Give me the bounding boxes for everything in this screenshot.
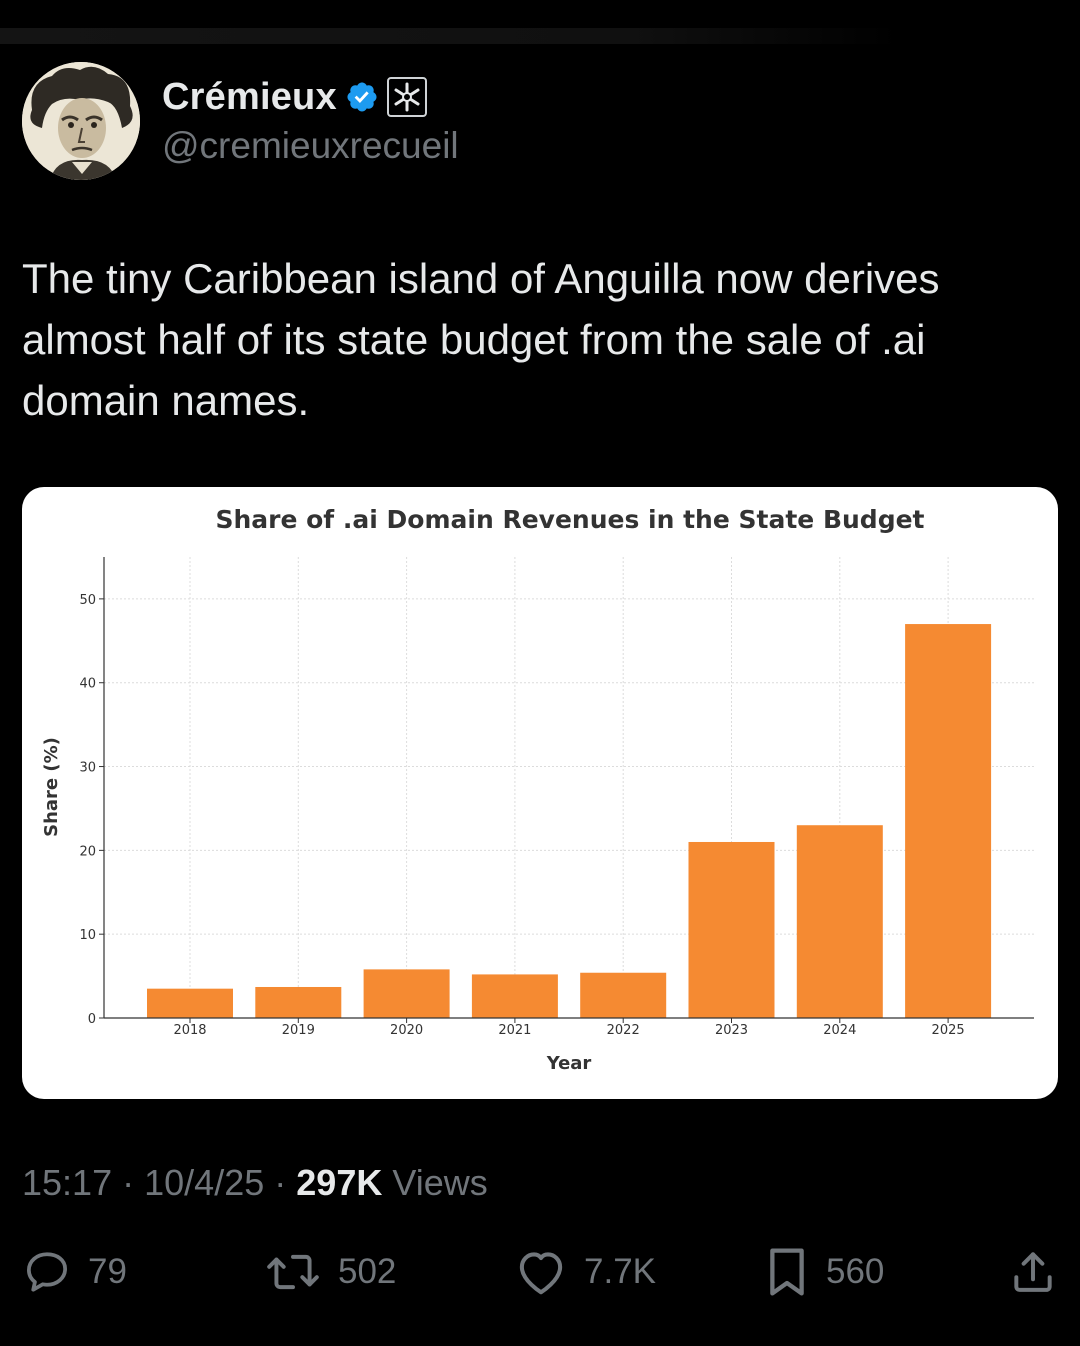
- reply-icon: [27, 1252, 67, 1292]
- x-axis-label: Year: [546, 1053, 592, 1074]
- meta-separator: ·: [274, 1162, 287, 1203]
- x-tick-label: 2018: [173, 1023, 206, 1038]
- like-count: 7.7K: [584, 1252, 656, 1291]
- reply-count: 79: [88, 1252, 127, 1291]
- tweet-meta: 15:17 · 10/4/25 · 297K Views: [22, 1162, 488, 1204]
- bar-2025: [905, 624, 992, 1018]
- repost-button[interactable]: 502: [264, 1240, 396, 1304]
- avatar-portrait-image: [22, 62, 140, 180]
- bookmark-button[interactable]: 560: [764, 1240, 884, 1304]
- views-label: Views: [392, 1162, 488, 1203]
- verified-badge-icon[interactable]: [345, 80, 379, 114]
- chart-title: Share of .ai Domain Revenues in the Stat…: [215, 505, 925, 534]
- top-divider: [0, 28, 900, 44]
- bookmark-count: 560: [826, 1252, 885, 1291]
- avatar[interactable]: [22, 62, 140, 180]
- chart-axes: [99, 557, 1034, 1023]
- reply-button[interactable]: 79: [22, 1240, 127, 1304]
- meta-separator: ·: [122, 1162, 135, 1203]
- x-tick-label: 2020: [390, 1023, 423, 1038]
- x-tick-label: 2019: [282, 1023, 315, 1038]
- bar-2021: [471, 974, 558, 1018]
- repost-icon: [267, 1254, 319, 1290]
- x-tick-label: 2023: [715, 1023, 748, 1038]
- repost-count: 502: [338, 1252, 397, 1291]
- author-handle[interactable]: @cremieuxrecueil: [162, 125, 459, 166]
- action-bar: 79 502 7.7K 560: [0, 1240, 1080, 1304]
- bar-2018: [147, 988, 233, 1018]
- bar-2019: [255, 986, 342, 1018]
- bar-2022: [580, 972, 667, 1018]
- bar-2023: [688, 841, 775, 1018]
- tweet-date[interactable]: 10/4/25: [144, 1162, 265, 1203]
- bar-2024: [796, 825, 883, 1018]
- x-tick-label: 2024: [823, 1023, 856, 1038]
- x-tick-label: 2021: [498, 1023, 531, 1038]
- share-button[interactable]: [1008, 1240, 1058, 1304]
- chart-grid: [104, 557, 1034, 1018]
- affiliate-badge-icon[interactable]: [386, 77, 427, 117]
- heart-icon: [519, 1252, 563, 1295]
- chart-bars: [147, 624, 992, 1018]
- share-icon: [1014, 1252, 1052, 1292]
- chart-image[interactable]: Share of .ai Domain Revenues in the Stat…: [22, 487, 1058, 1099]
- y-tick-label: 20: [79, 844, 96, 859]
- chart-labels: 0 10 20 30 40 50 2018 2019 2020 2021 2022 2023 2024 2…: [41, 593, 965, 1074]
- bar-2020: [363, 969, 450, 1018]
- bookmark-icon: [770, 1248, 804, 1296]
- tweet-text: The tiny Caribbean island of Anguilla no…: [22, 255, 940, 424]
- author-name-row: Crémieux: [162, 74, 427, 120]
- y-tick-label: 40: [79, 677, 96, 692]
- x-tick-label: 2025: [932, 1023, 965, 1038]
- tweet-time[interactable]: 15:17: [22, 1162, 113, 1203]
- x-tick-label: 2022: [607, 1023, 640, 1038]
- views-count: 297K: [296, 1162, 383, 1203]
- author-display-name[interactable]: Crémieux: [162, 75, 337, 118]
- y-tick-label: 50: [79, 593, 96, 608]
- y-tick-label: 0: [88, 1012, 96, 1027]
- bar-chart: 0 10 20 30 40 50 2018 2019 2020 2021 2022 2023 2024 2…: [41, 557, 1034, 1074]
- like-button[interactable]: 7.7K: [514, 1240, 656, 1304]
- y-axis-label: Share (%): [41, 737, 62, 837]
- y-tick-label: 10: [79, 928, 96, 943]
- y-tick-label: 30: [79, 761, 96, 776]
